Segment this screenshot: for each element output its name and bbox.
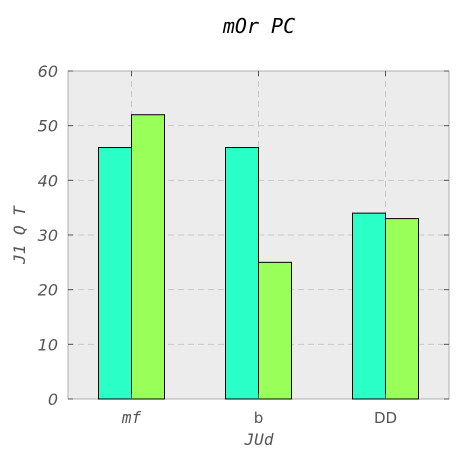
x-axis-ticks: mf b DD	[121, 71, 397, 427]
y-tick-label: 20	[38, 281, 58, 300]
chart-title: mOr PC	[222, 14, 295, 38]
x-tick-label: b	[254, 409, 264, 427]
x-tick-label: DD	[374, 409, 397, 427]
bars	[98, 114, 419, 400]
y-tick-label: 50	[38, 117, 58, 136]
bar	[258, 261, 292, 400]
y-axis-ticks: 0 10 20 30 40 50 60	[38, 62, 449, 409]
bar	[352, 212, 386, 400]
y-axis-label: J1 Q T	[10, 205, 29, 265]
y-tick-label: 60	[38, 62, 58, 81]
bar	[385, 218, 419, 400]
y-tick-label: 0	[48, 390, 58, 409]
y-tick-label: 30	[38, 226, 58, 245]
y-tick-label: 40	[38, 171, 58, 190]
bar	[98, 147, 132, 400]
y-tick-label: 10	[38, 335, 58, 354]
bar	[131, 114, 165, 400]
x-tick-label: mf	[121, 408, 142, 427]
bar	[225, 147, 259, 400]
x-axis-label: JUd	[244, 430, 274, 449]
